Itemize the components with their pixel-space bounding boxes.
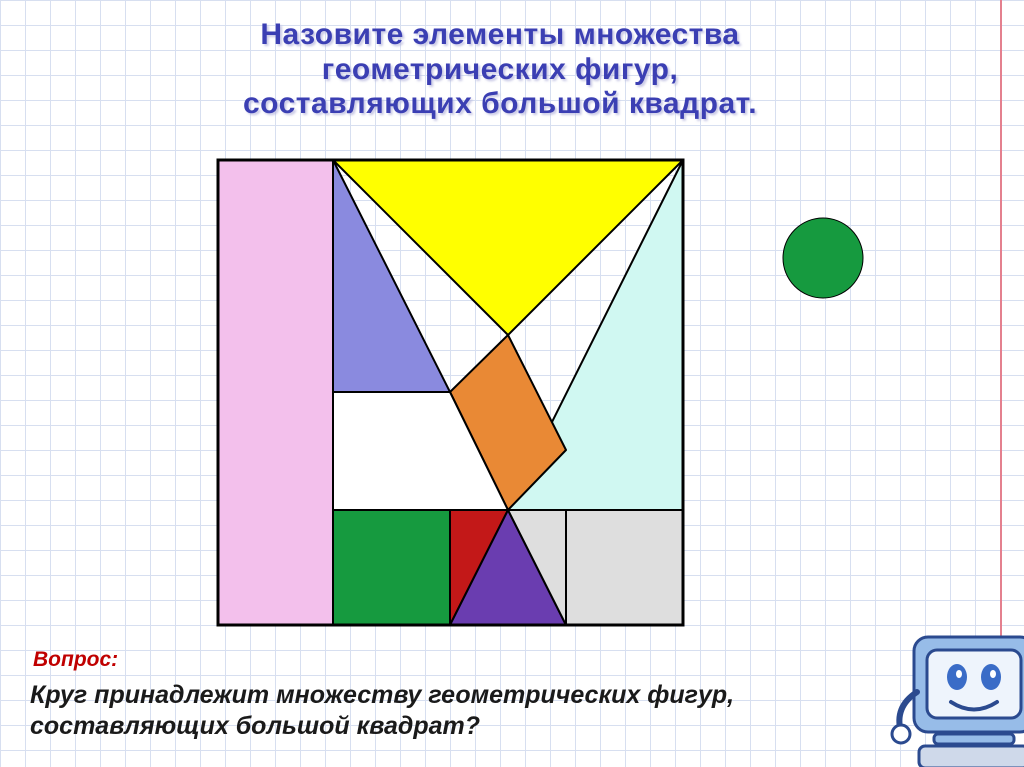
question-text: Круг принадлежит множеству геометрически…	[30, 680, 734, 743]
computer-mascot-icon	[889, 622, 1024, 767]
green-circle	[781, 216, 865, 300]
question-line-2: составляющих большой квадрат?	[30, 711, 734, 742]
title-line-3: составляющих большой квадрат.	[0, 87, 1000, 122]
page-title: Назовите элементы множества геометрическ…	[0, 18, 1000, 122]
title-line-1: Назовите элементы множества	[0, 18, 1000, 53]
question-line-1: Круг принадлежит множеству геометрически…	[30, 680, 734, 711]
question-label: Вопрос:	[33, 648, 118, 672]
title-line-2: геометрических фигур,	[0, 53, 1000, 88]
tangram-figure	[215, 157, 686, 628]
